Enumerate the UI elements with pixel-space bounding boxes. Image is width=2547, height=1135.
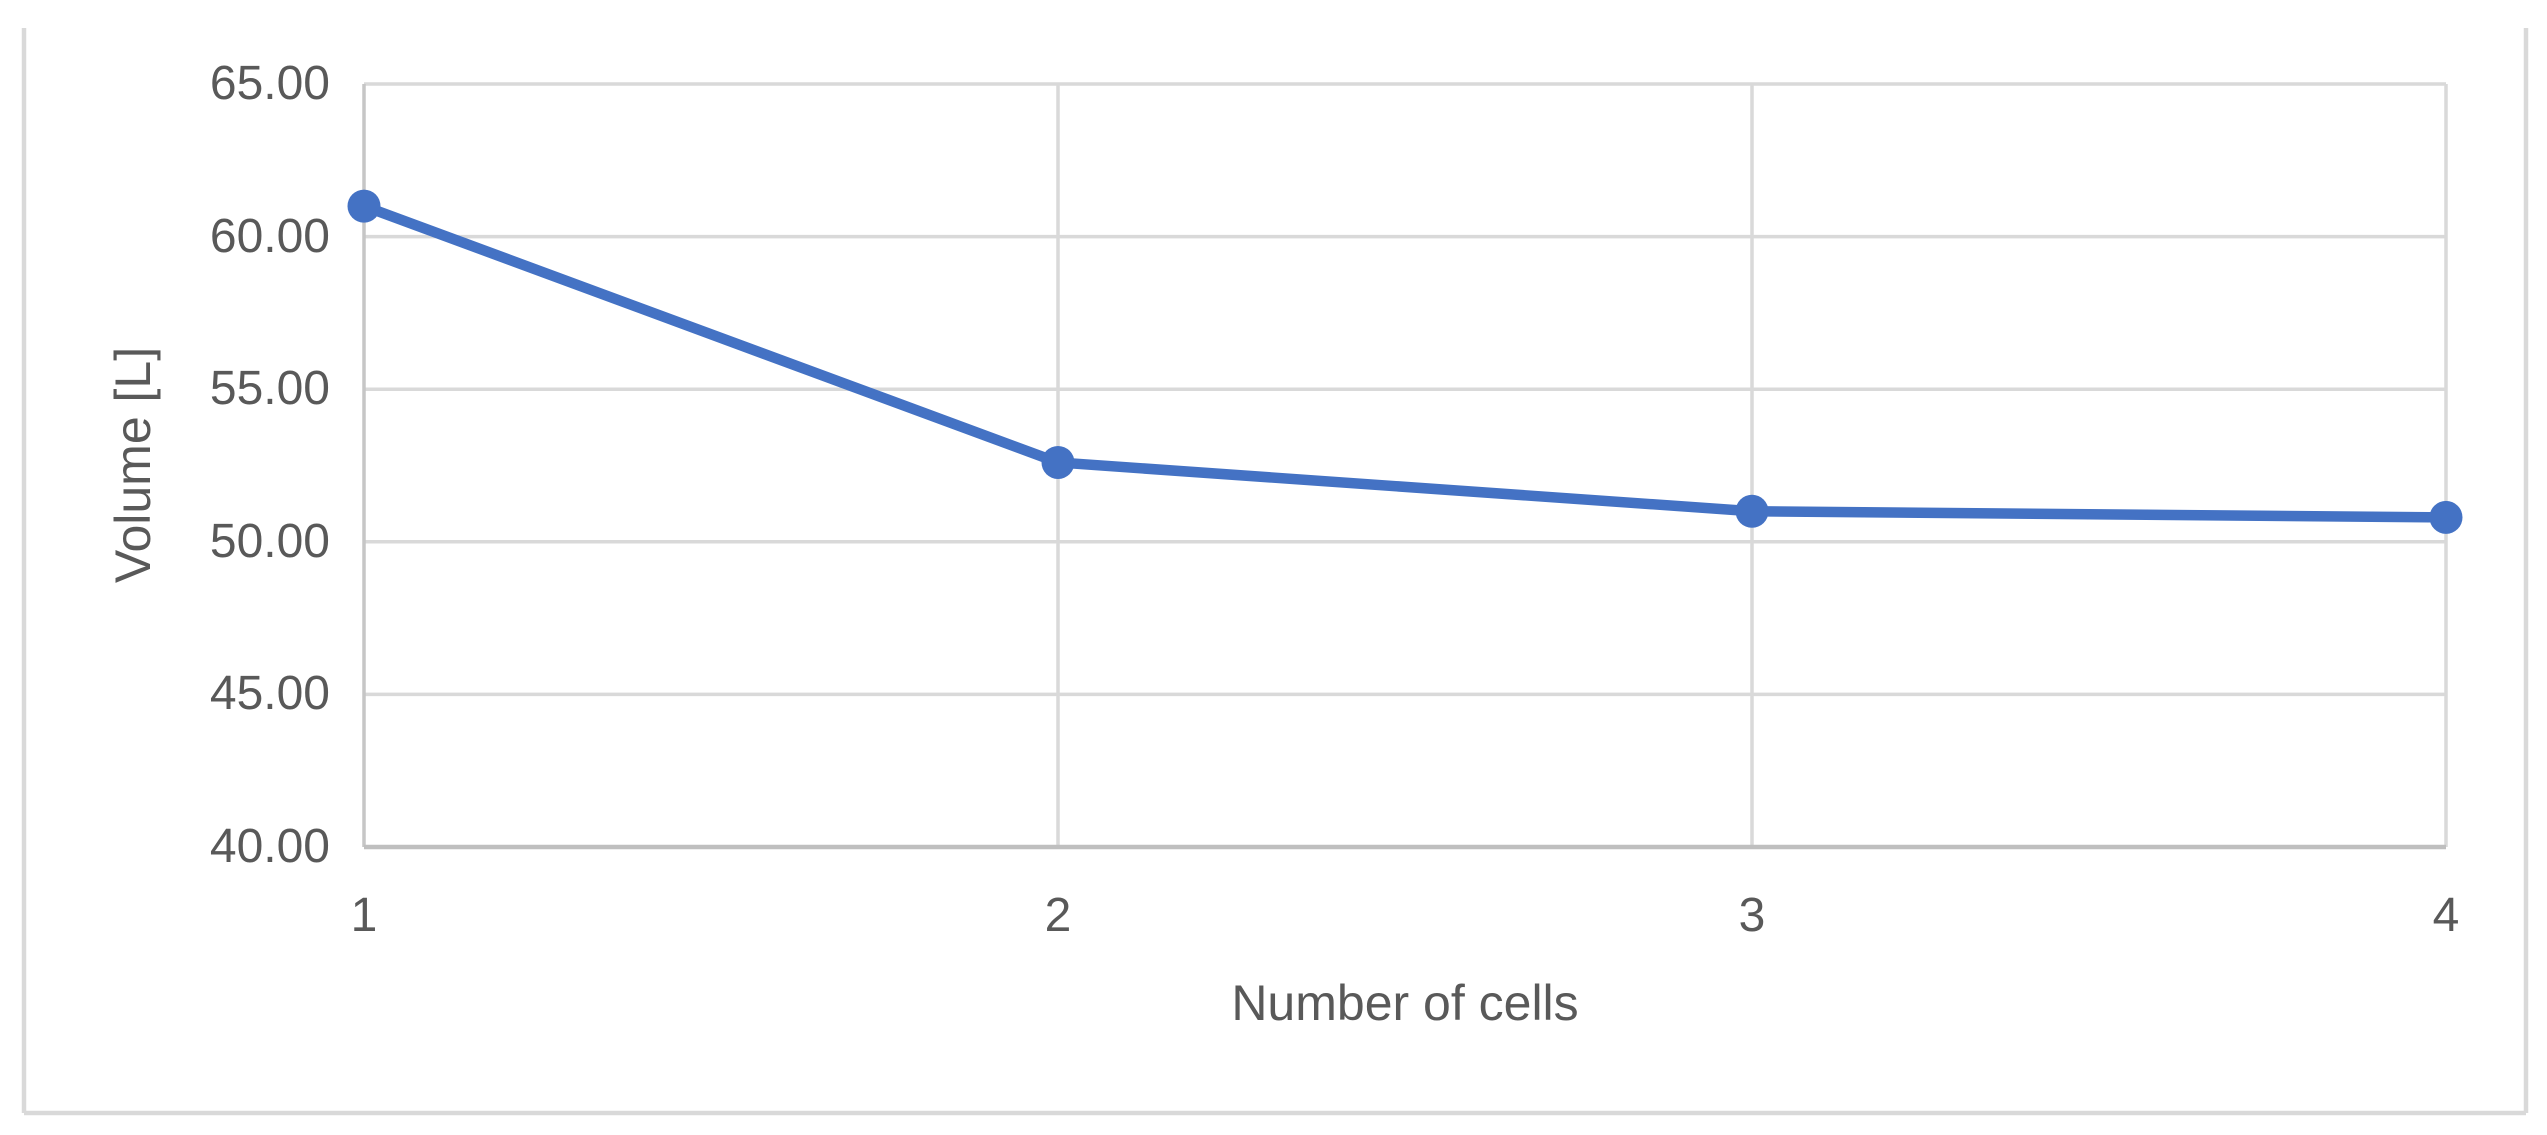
series-line <box>358 200 2452 523</box>
x-tick-label: 4 <box>2432 889 2460 942</box>
data-point-marker <box>2429 500 2463 534</box>
y-tick-label: 45.00 <box>209 667 330 721</box>
data-point-marker <box>347 189 381 223</box>
x-axis-title: Number of cells <box>1231 975 1579 1031</box>
y-tick-label: 60.00 <box>209 209 330 263</box>
y-tick-label: 55.00 <box>209 362 330 416</box>
data-point-marker <box>1041 445 1075 479</box>
data-point-marker <box>1735 494 1769 528</box>
y-tick-label: 50.00 <box>209 514 330 568</box>
x-tick-label: 2 <box>1044 889 1072 942</box>
y-tick-label: 65.00 <box>209 57 330 110</box>
x-tick-label: 1 <box>350 889 378 942</box>
x-tick-label: 3 <box>1738 889 1766 942</box>
y-axis-title: Volume [L] <box>105 346 161 584</box>
y-tick-label: 40.00 <box>209 820 330 873</box>
